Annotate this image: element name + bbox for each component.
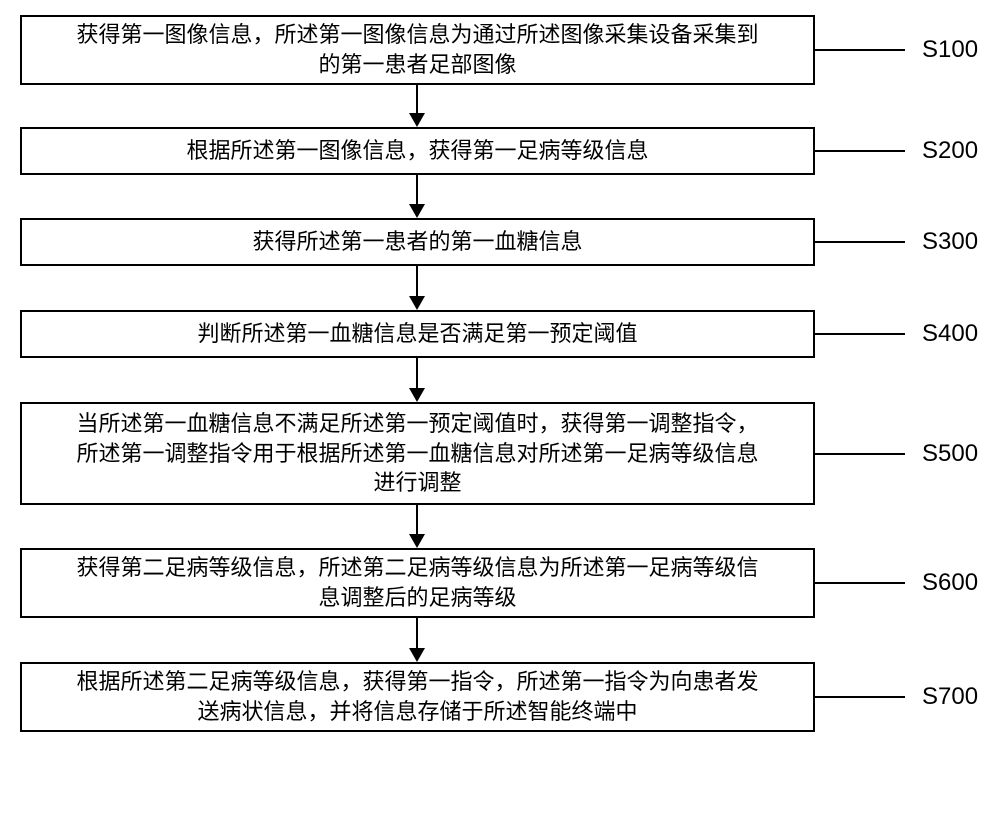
- flow-step-s300: 获得所述第一患者的第一血糖信息: [20, 218, 815, 266]
- flow-step-text-s700: 根据所述第二足病等级信息，获得第一指令，所述第一指令为向患者发 送病状信息，并将…: [76, 667, 758, 726]
- flow-step-text-s600: 获得第二足病等级信息，所述第二足病等级信息为所述第一足病等级信 息调整后的足病等…: [76, 553, 758, 612]
- flowchart-canvas: 获得第一图像信息，所述第一图像信息为通过所述图像采集设备采集到 的第一患者足部图…: [0, 0, 1000, 837]
- connector-s100: [815, 49, 905, 51]
- arrow-s200-to-s300: [407, 175, 427, 218]
- arrow-shaft: [416, 175, 418, 206]
- arrow-head-icon: [409, 296, 425, 310]
- flow-step-label-s200: S200: [922, 137, 978, 165]
- arrow-s400-to-s500: [407, 358, 427, 402]
- arrow-head-icon: [409, 534, 425, 548]
- flow-step-s500: 当所述第一血糖信息不满足所述第一预定阈值时，获得第一调整指令， 所述第一调整指令…: [20, 402, 815, 505]
- flow-step-text-s400: 判断所述第一血糖信息是否满足第一预定阈值: [197, 319, 637, 349]
- arrow-head-icon: [409, 204, 425, 218]
- arrow-head-icon: [409, 113, 425, 127]
- flow-step-s400: 判断所述第一血糖信息是否满足第一预定阈值: [20, 310, 815, 358]
- flow-step-text-s500: 当所述第一血糖信息不满足所述第一预定阈值时，获得第一调整指令， 所述第一调整指令…: [76, 409, 758, 498]
- flow-step-label-s400: S400: [922, 320, 978, 348]
- flow-step-text-s300: 获得所述第一患者的第一血糖信息: [252, 227, 582, 257]
- flow-step-s700: 根据所述第二足病等级信息，获得第一指令，所述第一指令为向患者发 送病状信息，并将…: [20, 662, 815, 732]
- connector-s500: [815, 453, 905, 455]
- arrow-s600-to-s700: [407, 618, 427, 662]
- flow-step-label-s600: S600: [922, 569, 978, 597]
- arrow-head-icon: [409, 388, 425, 402]
- arrow-shaft: [416, 266, 418, 298]
- flow-step-label-s500: S500: [922, 440, 978, 468]
- arrow-s300-to-s400: [407, 266, 427, 310]
- flow-step-label-s100: S100: [922, 36, 978, 64]
- flow-step-label-s300: S300: [922, 228, 978, 256]
- connector-s200: [815, 150, 905, 152]
- flow-step-s200: 根据所述第一图像信息，获得第一足病等级信息: [20, 127, 815, 175]
- connector-s300: [815, 241, 905, 243]
- arrow-head-icon: [409, 648, 425, 662]
- arrow-shaft: [416, 85, 418, 115]
- flow-step-s100: 获得第一图像信息，所述第一图像信息为通过所述图像采集设备采集到 的第一患者足部图…: [20, 15, 815, 85]
- flow-step-label-s700: S700: [922, 683, 978, 711]
- connector-s400: [815, 333, 905, 335]
- arrow-shaft: [416, 358, 418, 390]
- arrow-s500-to-s600: [407, 505, 427, 548]
- flow-step-s600: 获得第二足病等级信息，所述第二足病等级信息为所述第一足病等级信 息调整后的足病等…: [20, 548, 815, 618]
- arrow-s100-to-s200: [407, 85, 427, 127]
- arrow-shaft: [416, 618, 418, 650]
- connector-s600: [815, 582, 905, 584]
- connector-s700: [815, 696, 905, 698]
- arrow-shaft: [416, 505, 418, 536]
- flow-step-text-s100: 获得第一图像信息，所述第一图像信息为通过所述图像采集设备采集到 的第一患者足部图…: [76, 20, 758, 79]
- flow-step-text-s200: 根据所述第一图像信息，获得第一足病等级信息: [186, 136, 648, 166]
